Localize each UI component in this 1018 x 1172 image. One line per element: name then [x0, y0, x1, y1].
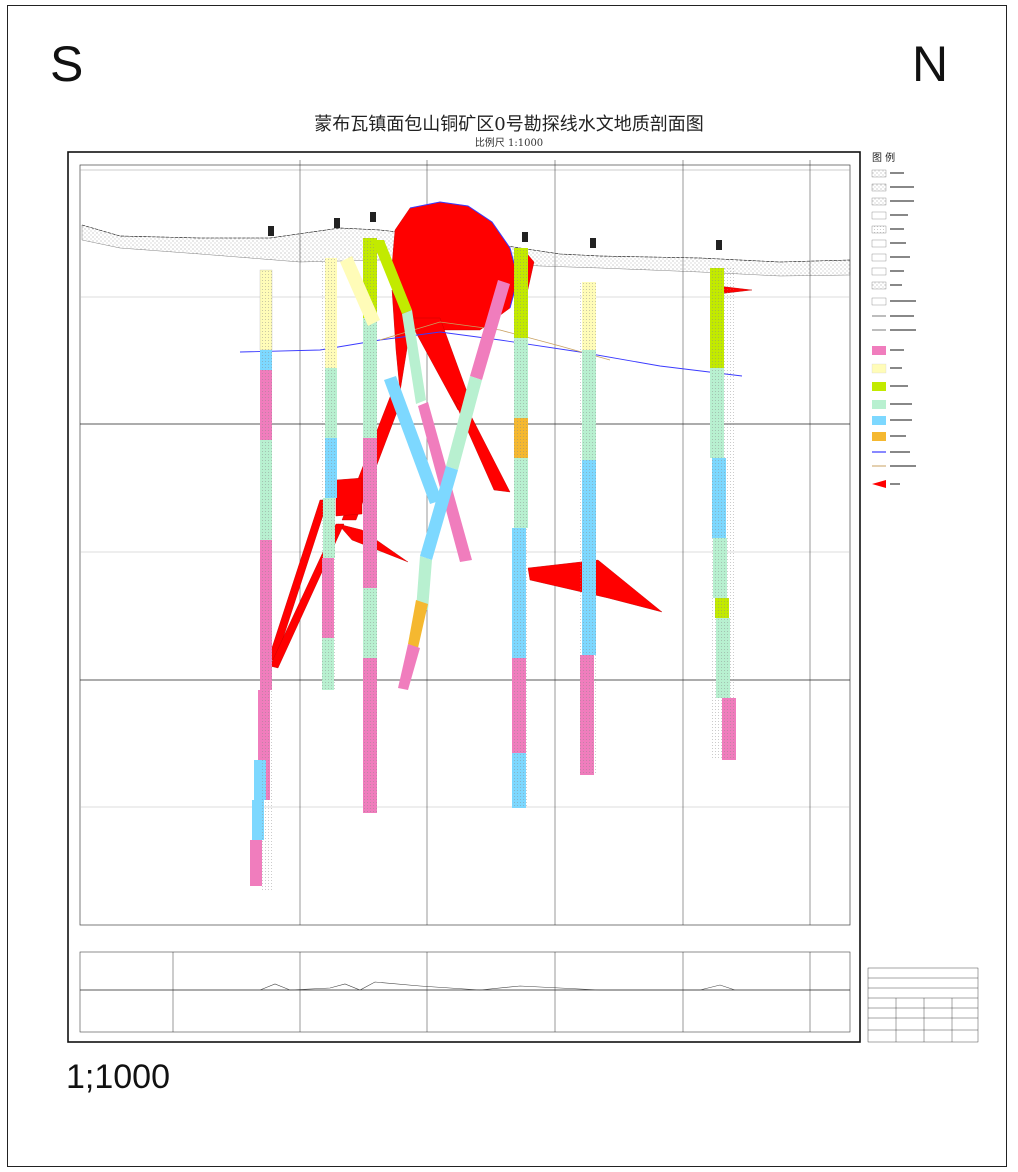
ore-bodies [267, 201, 753, 669]
plan-view-gridlines [172, 952, 811, 1032]
ore-body-long-a [267, 499, 329, 661]
borehole-zk226-2 [512, 248, 528, 808]
borehole-zk201-1 [363, 238, 377, 813]
section-inner-frame [79, 164, 851, 926]
title-block [867, 967, 979, 1043]
plan-view-trace [259, 981, 736, 991]
vertical-gridlines [299, 160, 811, 925]
borehole-zk200-3 [710, 268, 736, 760]
legend-heading: 图 例 [872, 151, 895, 164]
ground-surface-line [81, 224, 851, 263]
borehole-zk211-3 [580, 282, 596, 775]
scale-note: 1;1000 [66, 1058, 170, 1096]
section-frame [67, 151, 861, 1043]
legend-label-placeholders [890, 172, 916, 485]
legend-swatch-list [871, 169, 887, 488]
borehole-zk203-1 [322, 258, 337, 690]
borehole-zk200-1 [250, 269, 273, 890]
borehole-collars [268, 212, 722, 250]
brown-boundary-line [379, 321, 611, 361]
ore-body-block [335, 477, 363, 517]
direction-south-label: S [50, 36, 84, 92]
diagram-title: 蒙布瓦镇面包山铜矿区0号勘探线水文地质剖面图 [314, 114, 704, 135]
borehole-inclined-right [398, 280, 510, 690]
page-frame [7, 5, 1007, 1167]
legend: 图 例 [871, 151, 916, 488]
diagram-scale-subtitle: 比例尺 1:1000 [474, 138, 544, 149]
plan-view-strip [79, 951, 851, 1033]
direction-north-label: N [912, 36, 949, 92]
